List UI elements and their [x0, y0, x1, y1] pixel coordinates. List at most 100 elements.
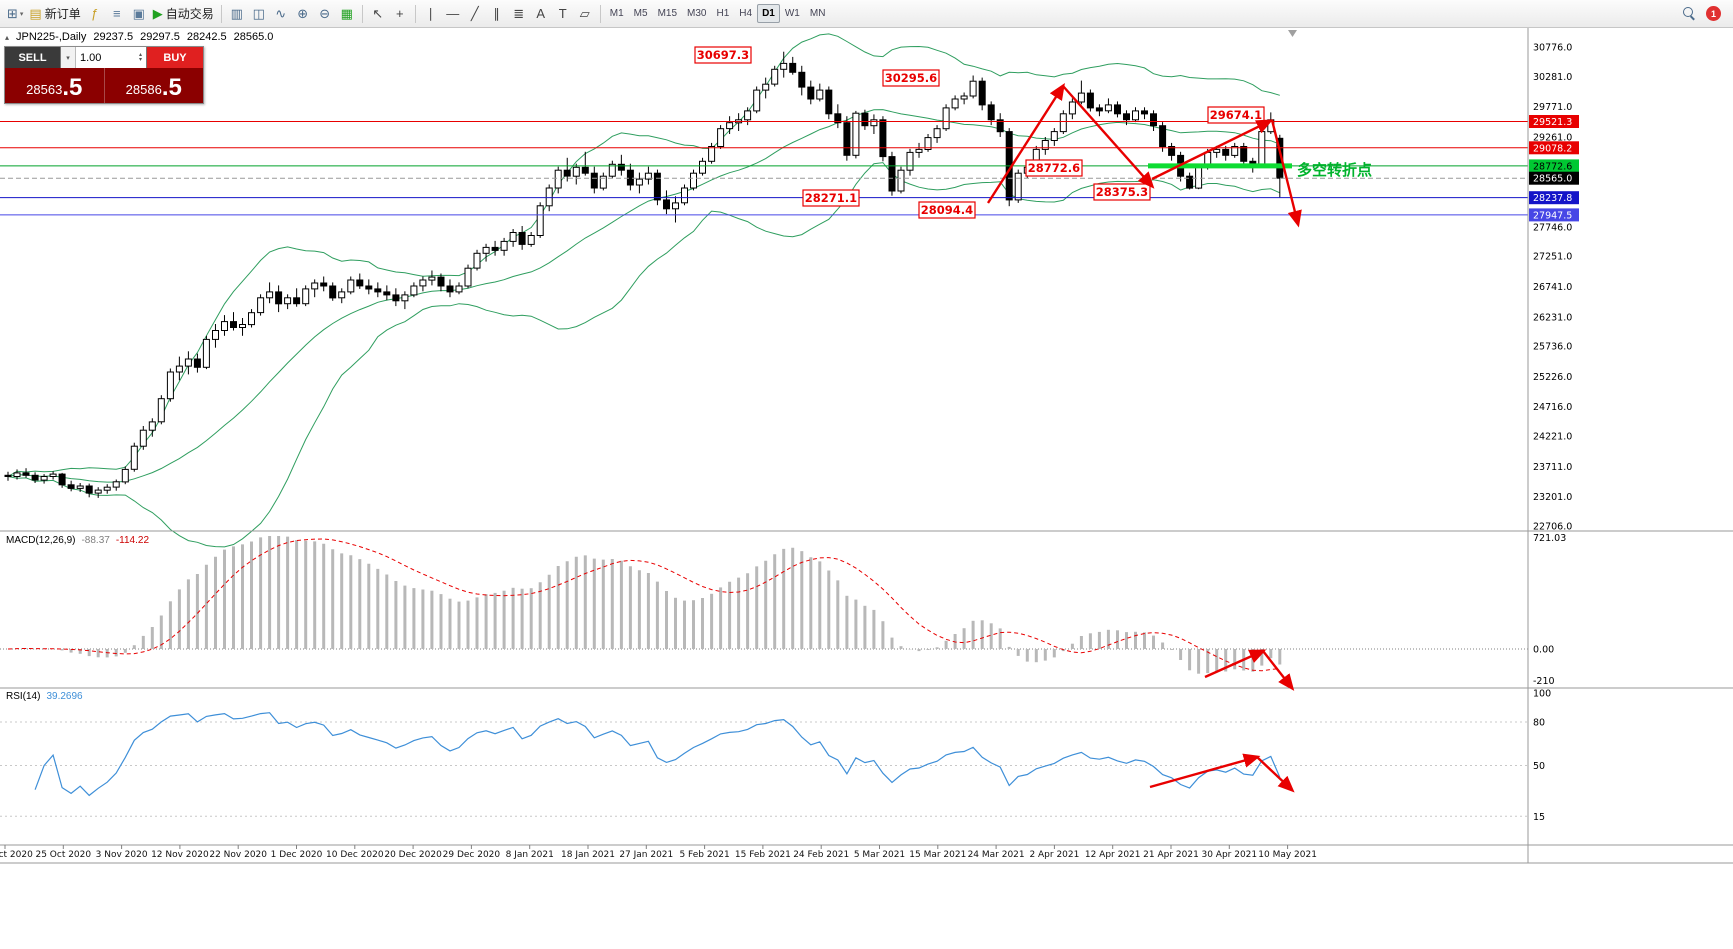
auto-trading-button[interactable]: ▶ 自动交易: [150, 3, 217, 25]
volume-up-icon[interactable]: ▴: [138, 51, 142, 58]
svg-text:5 Mar 2021: 5 Mar 2021: [854, 850, 905, 860]
zoom-in-button[interactable]: ⊕: [292, 3, 314, 25]
svg-text:30776.0: 30776.0: [1533, 43, 1572, 54]
search-icon[interactable]: [1683, 7, 1696, 20]
zoom-out-icon: ⊖: [319, 6, 331, 21]
volume-down-icon[interactable]: ▾: [138, 56, 142, 63]
candlestick-icon: ◫: [252, 6, 265, 21]
toolbar: ⊞ ▾ ▤ 新订单 ƒ ≡ ▣ ▶ 自动交易 ▥ ◫ ∿ ⊕ ⊖ ▦ ↖ + ∣…: [0, 0, 1733, 28]
indicators-button[interactable]: ƒ: [84, 3, 106, 25]
timeframe-mn[interactable]: MN: [809, 8, 826, 19]
notification-badge[interactable]: 1: [1706, 6, 1721, 21]
terminal-button[interactable]: ▣: [128, 3, 150, 25]
timeframe-w1[interactable]: W1: [784, 8, 800, 19]
svg-text:29261.0: 29261.0: [1533, 132, 1572, 143]
volume-preset-dropdown[interactable]: ▾: [61, 47, 76, 68]
svg-text:29 Dec 2020: 29 Dec 2020: [443, 850, 501, 860]
buy-price-pip: .5: [161, 74, 182, 101]
zoom-out-button[interactable]: ⊖: [314, 3, 336, 25]
label-button[interactable]: T: [552, 3, 574, 25]
horizontal-line-icon: ―: [446, 6, 460, 21]
sell-price[interactable]: 28563.5: [5, 68, 105, 103]
svg-text:27251.0: 27251.0: [1533, 252, 1572, 263]
svg-text:15 Oct 2020: 15 Oct 2020: [0, 850, 33, 860]
candlestick-button[interactable]: ◫: [248, 3, 270, 25]
macd-name: MACD(12,26,9): [6, 535, 76, 546]
zoom-in-icon: ⊕: [297, 6, 309, 21]
volume-stepper[interactable]: ▴ ▾: [138, 51, 142, 63]
volume-control[interactable]: 1.00 ▴ ▾: [76, 47, 147, 68]
svg-text:30697.3: 30697.3: [697, 48, 749, 62]
turning-point-annotation: 多空转折点: [1297, 162, 1373, 179]
horizontal-line-button[interactable]: ―: [442, 3, 464, 25]
svg-text:3 Nov 2020: 3 Nov 2020: [96, 850, 148, 860]
timeframe-m30[interactable]: M30: [687, 8, 707, 19]
ohlc-close: 28565.0: [233, 31, 274, 43]
buy-button[interactable]: BUY: [147, 47, 203, 68]
shapes-button[interactable]: ▱: [574, 3, 596, 25]
svg-text:10 May 2021: 10 May 2021: [1258, 850, 1317, 860]
svg-text:22 Nov 2020: 22 Nov 2020: [209, 850, 267, 860]
new-chart-button[interactable]: ⊞ ▾: [4, 3, 26, 25]
channel-button[interactable]: ∥: [486, 3, 508, 25]
svg-text:100: 100: [1533, 689, 1551, 700]
new-order-button[interactable]: ▤ 新订单: [26, 3, 83, 25]
svg-text:27 Jan 2021: 27 Jan 2021: [619, 850, 673, 860]
bar-chart-button[interactable]: ▥: [226, 3, 248, 25]
auto-trading-play-icon: ▶: [152, 6, 163, 21]
svg-text:28772.6: 28772.6: [1533, 161, 1572, 172]
svg-text:27947.5: 27947.5: [1533, 210, 1572, 221]
templates-button[interactable]: ≡: [106, 3, 128, 25]
svg-text:12 Nov 2020: 12 Nov 2020: [151, 850, 209, 860]
buy-price[interactable]: 28586.5: [105, 68, 204, 103]
svg-text:80: 80: [1533, 718, 1545, 729]
volume-value[interactable]: 1.00: [80, 51, 102, 64]
toolbar-separator: [414, 4, 416, 23]
svg-text:28565.0: 28565.0: [1533, 174, 1572, 185]
terminal-icon: ▣: [132, 6, 145, 21]
svg-text:1 Dec 2020: 1 Dec 2020: [271, 850, 323, 860]
crosshair-button[interactable]: +: [389, 3, 411, 25]
chart-header: ▴ JPN225-,Daily 29237.5 29297.5 28242.5 …: [5, 31, 273, 43]
svg-text:18 Jan 2021: 18 Jan 2021: [561, 850, 615, 860]
svg-text:30295.6: 30295.6: [885, 71, 937, 85]
timeframe-d1[interactable]: D1: [757, 4, 780, 23]
svg-text:29771.0: 29771.0: [1533, 102, 1572, 113]
text-button[interactable]: A: [530, 3, 552, 25]
macd-main-value: -88.37: [81, 535, 110, 546]
svg-text:15 Feb 2021: 15 Feb 2021: [735, 850, 791, 860]
vertical-line-icon: ∣: [427, 6, 435, 21]
trendline-button[interactable]: ╱: [464, 3, 486, 25]
svg-text:29674.1: 29674.1: [1210, 108, 1262, 122]
one-click-collapse-icon[interactable]: ▴: [5, 32, 10, 42]
timeframe-m5[interactable]: M5: [633, 8, 648, 19]
macd-indicator-label: MACD(12,26,9) -88.37 -114.22: [6, 535, 149, 546]
timeframe-h1[interactable]: H1: [716, 8, 730, 19]
line-chart-button[interactable]: ∿: [270, 3, 292, 25]
svg-text:5 Feb 2021: 5 Feb 2021: [679, 850, 729, 860]
ohlc-low: 28242.5: [186, 31, 227, 43]
toolbar-separator: [361, 4, 363, 23]
toolbar-separator: [599, 4, 601, 23]
ohlc-open: 29237.5: [93, 31, 134, 43]
auto-trading-label: 自动交易: [165, 7, 214, 21]
svg-text:21 Apr 2021: 21 Apr 2021: [1143, 850, 1199, 860]
timeframe-h4[interactable]: H4: [739, 8, 753, 19]
timeframe-m1[interactable]: M1: [609, 8, 624, 19]
cursor-button[interactable]: ↖: [367, 3, 389, 25]
buy-price-main: 28586: [125, 82, 162, 97]
sell-button[interactable]: SELL: [5, 47, 61, 68]
bar-chart-icon: ▥: [230, 6, 243, 21]
svg-text:24 Feb 2021: 24 Feb 2021: [793, 850, 849, 860]
vertical-line-button[interactable]: ∣: [420, 3, 442, 25]
crosshair-icon: +: [395, 6, 404, 21]
svg-text:24221.0: 24221.0: [1533, 432, 1572, 443]
indicators-icon: ƒ: [91, 6, 99, 21]
tile-windows-button[interactable]: ▦: [336, 3, 358, 25]
svg-text:24 Mar 2021: 24 Mar 2021: [968, 850, 1025, 860]
symbol-period-label: JPN225-,Daily: [16, 31, 87, 43]
fibonacci-button[interactable]: ≣: [508, 3, 530, 25]
tile-windows-icon: ▦: [340, 6, 353, 21]
timeframe-m15[interactable]: M15: [657, 8, 678, 19]
